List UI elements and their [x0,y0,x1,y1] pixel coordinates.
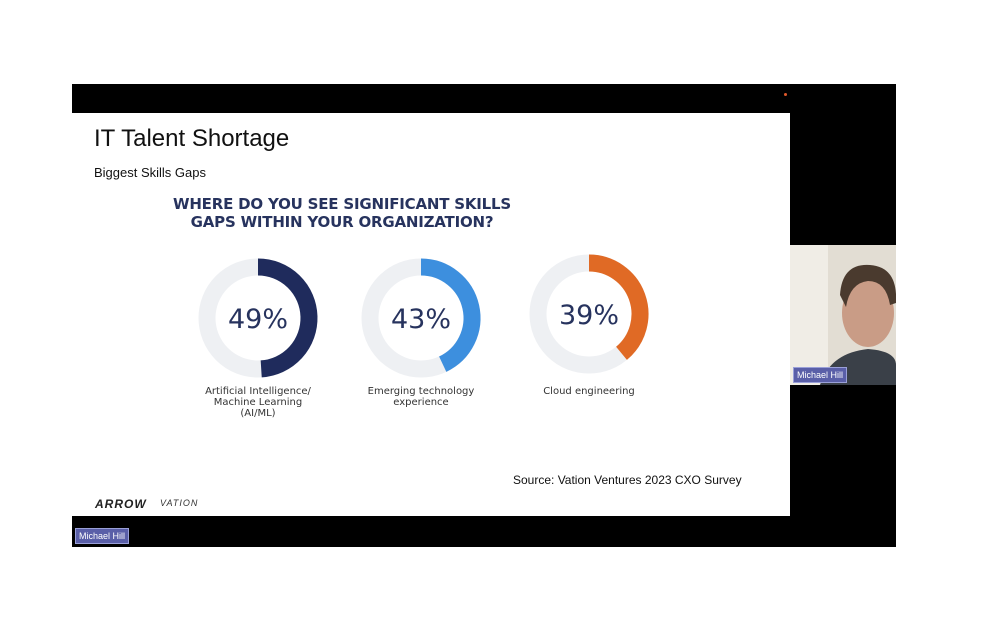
participant-video[interactable]: Michael Hill [790,245,896,385]
donut-label-1-line-3: (AI/ML) [240,408,276,419]
main-name-tag: Michael Hill [75,528,130,544]
donut-label-1-line-2: Machine Learning [213,397,303,408]
recording-indicator [784,93,787,96]
slide-subtitle: Biggest Skills Gaps [94,165,206,180]
shared-slide: IT Talent Shortage Biggest Skills Gaps W… [72,113,790,516]
donut-arc-3 [588,254,649,360]
donut-label-1-line-1: Artificial Intelligence/ [205,386,311,397]
survey-question: WHERE DO YOU SEE SIGNIFICANT SKILLS GAPS… [162,195,522,231]
donut-arc-1 [257,258,318,378]
donut-value-2: 43% [391,304,451,335]
survey-question-line-1: WHERE DO YOU SEE SIGNIFICANT SKILLS [172,195,511,213]
donut-label-2-line-2: experience [393,397,449,408]
meeting-window: IT Talent Shortage Biggest Skills Gaps W… [72,84,896,547]
survey-question-line-2: GAPS WITHIN YOUR ORGANIZATION? [190,213,494,231]
donut-value-3: 39% [559,300,619,331]
donut-arc-2 [420,258,481,372]
arrow-logo: ARROW [95,497,147,511]
donut-label-3: Cloud engineering [524,386,654,397]
donut-label-2-line-1: Emerging technology [367,386,475,397]
donut-label-1: Artificial Intelligence/ Machine Learnin… [193,386,323,419]
source-note: Source: Vation Ventures 2023 CXO Survey [513,473,742,487]
donut-label-3-line-1: Cloud engineering [543,386,635,397]
camera-name-tag: Michael Hill [793,367,848,383]
participant-video-image [790,245,896,385]
vation-logo: VATION [160,498,199,508]
donut-value-1: 49% [228,304,288,335]
donut-charts: 49% 43% 39% [198,254,649,378]
donut-label-2: Emerging technology experience [356,386,486,408]
slide-title: IT Talent Shortage [94,125,290,152]
